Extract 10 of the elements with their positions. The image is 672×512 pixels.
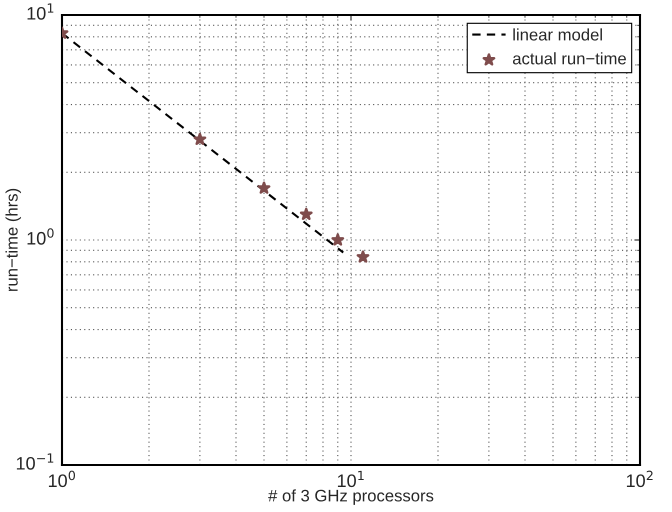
legend-label: actual run−time bbox=[512, 52, 626, 64]
x-tick-label: 10$^{2}$ bbox=[626, 470, 653, 488]
y-axis-title: run−time (hrs) bbox=[5, 188, 22, 291]
x-tick-label: 10$^{0}$ bbox=[48, 470, 76, 488]
y-tick-label: 10$^{1}$ bbox=[28, 3, 54, 20]
x-axis-title: # of 3 GHz processors bbox=[268, 489, 434, 505]
x-tick-label: 10$^{1}$ bbox=[338, 470, 364, 488]
legend-label: linear model bbox=[513, 28, 602, 41]
y-tick-label: 10$^{0}$ bbox=[28, 228, 54, 245]
y-tick-label: 10$^{−1}$ bbox=[16, 453, 54, 470]
